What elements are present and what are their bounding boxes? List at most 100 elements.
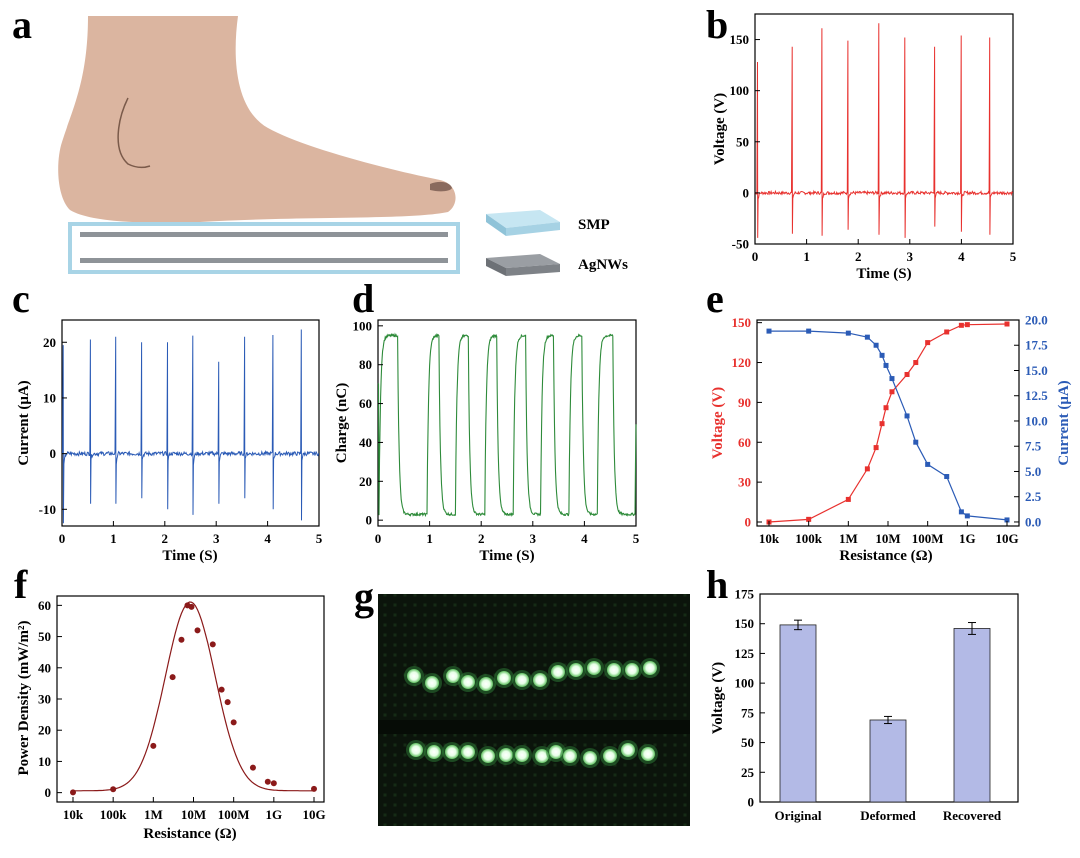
power-point [209, 641, 216, 648]
voltage-point [904, 371, 910, 377]
current-point [1004, 517, 1010, 523]
y-f-tick-label: 30 [38, 692, 51, 707]
x-c-tick-label: 3 [213, 531, 220, 546]
led [427, 745, 441, 759]
voltage-point [958, 322, 964, 328]
power-point [270, 780, 277, 787]
x-ticks-f: 10k 100k 1M 10M 100M 1G 10G [63, 797, 326, 822]
x-axis-label-b: Time (S) [856, 266, 911, 282]
x-e-tick-label: 100k [795, 531, 823, 546]
led [563, 749, 577, 763]
current-trace-c [61, 329, 320, 524]
current-point [913, 439, 919, 445]
led [445, 745, 459, 759]
bar [779, 624, 817, 803]
plot-frame-d [377, 319, 637, 527]
y-axis-label-f: Power Density (mW/m²) [16, 620, 32, 775]
x-axis-label-f: Resistance (Ω) [143, 826, 236, 842]
category-label: Recovered [943, 808, 1002, 823]
y-axis-label-b: Voltage (V) [712, 93, 728, 165]
y-f-tick-label: 20 [38, 723, 51, 738]
x-d-tick-label: 0 [375, 531, 382, 546]
power-point [218, 686, 225, 693]
power-point [224, 699, 231, 706]
x-f-tick-label: 10G [302, 807, 325, 822]
toenail [430, 181, 452, 192]
panel-label-e: e [706, 276, 724, 321]
x-b-tick-label: 3 [907, 249, 914, 264]
panel-label-f: f [14, 562, 28, 607]
power-point [264, 778, 271, 785]
y-f-tick-label: 40 [38, 660, 51, 675]
led [583, 751, 597, 765]
y-left-e-tick-label: 0 [745, 515, 752, 530]
y-right-e-tick-label: 12.5 [1025, 388, 1048, 403]
y-left-e-tick-label: 30 [738, 475, 751, 490]
ankle-crease [117, 97, 151, 169]
x-f-tick-label: 1G [266, 807, 283, 822]
y-c-tick-label: 0 [50, 446, 57, 461]
voltage-point [806, 516, 812, 522]
led [409, 743, 423, 757]
panel-g: g [354, 574, 690, 826]
plot-frame-e [756, 319, 1020, 527]
y-f-tick-label: 50 [38, 629, 51, 644]
x-ticks-e: 10k 100k 1M 10M 100M 1G 10G [759, 521, 1019, 546]
panel-h: h Original Deformed Recovered 0 25 50 75 100 12… [706, 562, 1019, 823]
y-left-e-tick-label: 150 [732, 315, 752, 330]
x-e-tick-label: 10k [759, 531, 780, 546]
current-point [873, 342, 879, 348]
x-f-tick-label: 100M [218, 807, 250, 822]
x-b-tick-label: 0 [752, 249, 759, 264]
current-point [904, 413, 910, 419]
led [446, 669, 460, 683]
category-label: Deformed [860, 808, 916, 823]
plot-frame-b [754, 13, 1014, 245]
led [621, 743, 635, 757]
device-smp-frame [68, 222, 460, 274]
x-f-tick-label: 10M [181, 807, 206, 822]
panel-label-h: h [706, 562, 728, 607]
y-axis-label-d: Charge (nC) [334, 383, 350, 463]
breadboard-gutter [378, 720, 690, 734]
led [641, 747, 655, 761]
y-axis-label-right-e: Current (μA) [1056, 380, 1072, 465]
power-point [194, 627, 201, 634]
led [461, 675, 475, 689]
panel-f: f 10k 100k 1M 10M 100M 1G 10G 0 10 20 30 40 50 60 Re… [14, 562, 326, 842]
legend-smp: SMP [578, 217, 610, 233]
current-point [958, 509, 964, 515]
x-c-tick-label: 4 [264, 531, 271, 546]
led [461, 745, 475, 759]
voltage-point [879, 421, 885, 427]
x-d-tick-label: 1 [426, 531, 433, 546]
led [515, 673, 529, 687]
y-axis-label-c: Current (μA) [16, 380, 32, 465]
led [497, 671, 511, 685]
y-h-tick-label: 0 [748, 795, 755, 810]
led [479, 677, 493, 691]
panel-a: a SMP AgNWs [12, 2, 628, 276]
x-b-tick-label: 5 [1010, 249, 1017, 264]
x-b-tick-label: 4 [958, 249, 965, 264]
y-ticks-h: 0 25 50 75 100 125 150 175 [735, 587, 765, 810]
device-agnws-top [80, 232, 448, 237]
bar [953, 628, 991, 803]
y-d-tick-label: 40 [359, 435, 372, 450]
panel-e: e 10k 100k 1M 10M 100M 1G 10G 0 30 60 90 120 150 0.… [706, 276, 1072, 564]
y-f-tick-label: 10 [38, 754, 51, 769]
x-e-tick-label: 10M [875, 531, 900, 546]
power-point [249, 764, 256, 771]
y-b-tick-label: 150 [730, 32, 750, 47]
y-axis-label-h: Voltage (V) [710, 662, 726, 734]
current-point [964, 513, 970, 519]
x-f-tick-label: 1M [144, 807, 163, 822]
x-ticks-h: Original Deformed Recovered [775, 808, 1002, 823]
y-ticks-d: 0 20 40 60 80 100 [353, 318, 383, 528]
voltage-point [964, 322, 970, 328]
y-h-tick-label: 175 [735, 587, 755, 602]
power-point [150, 742, 157, 749]
y-f-tick-label: 0 [45, 785, 52, 800]
x-axis-label-d: Time (S) [479, 548, 534, 564]
